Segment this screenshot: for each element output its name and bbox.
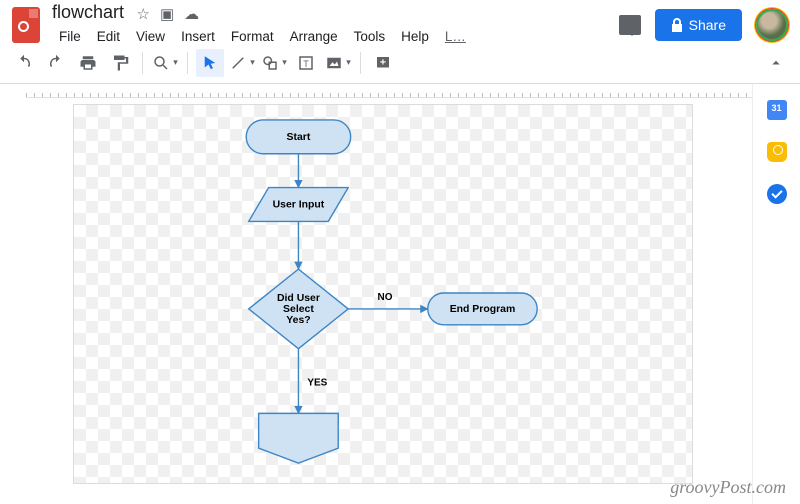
tasks-icon[interactable] <box>767 184 787 204</box>
insert-comment-button[interactable]: + <box>369 49 397 77</box>
node-start[interactable]: Start <box>246 120 350 154</box>
select-tool[interactable] <box>196 49 224 77</box>
node-end[interactable]: End Program <box>428 293 537 325</box>
paint-format-button[interactable] <box>106 49 134 77</box>
flowchart-svg: Start User Input Did UserSelectYes? End Pro… <box>74 105 692 483</box>
svg-text:User Input: User Input <box>273 199 325 210</box>
node-decide[interactable]: Did UserSelectYes? <box>249 269 348 349</box>
print-button[interactable] <box>74 49 102 77</box>
document-title[interactable]: flowchart <box>52 2 124 23</box>
keep-icon[interactable] <box>767 142 787 162</box>
menu-edit[interactable]: Edit <box>90 25 127 48</box>
menu-format[interactable]: Format <box>224 25 281 48</box>
edge-label: YES <box>307 378 327 389</box>
menubar: File Edit View Insert Format Arrange Too… <box>52 25 619 48</box>
workspace: Start User Input Did UserSelectYes? End Pro… <box>0 84 800 504</box>
textbox-tool[interactable]: T <box>292 49 320 77</box>
avatar[interactable] <box>756 9 788 41</box>
image-tool[interactable] <box>324 49 352 77</box>
drawing-canvas[interactable]: Start User Input Did UserSelectYes? End Pro… <box>73 104 693 484</box>
side-panel <box>752 84 800 504</box>
comments-icon[interactable] <box>619 15 641 35</box>
node-process[interactable] <box>259 413 339 463</box>
line-tool[interactable] <box>228 49 256 77</box>
star-icon[interactable]: ☆ <box>136 5 149 23</box>
separator <box>360 52 361 74</box>
app-icon[interactable] <box>12 7 40 43</box>
undo-button[interactable] <box>10 49 38 77</box>
separator <box>187 52 188 74</box>
svg-text:+: + <box>380 56 386 68</box>
menu-file[interactable]: File <box>52 25 88 48</box>
node-input[interactable]: User Input <box>249 188 348 222</box>
svg-text:Did User: Did User <box>277 293 320 304</box>
svg-text:Yes?: Yes? <box>286 315 310 326</box>
shape-tool[interactable] <box>260 49 288 77</box>
svg-text:Select: Select <box>283 304 314 315</box>
title-area: flowchart ☆ ▣ ☁ File Edit View Insert Fo… <box>52 2 619 48</box>
collapse-toolbar-button[interactable] <box>762 49 790 77</box>
separator <box>142 52 143 74</box>
ruler-horizontal <box>26 84 752 98</box>
header: flowchart ☆ ▣ ☁ File Edit View Insert Fo… <box>0 0 800 42</box>
header-right: Share <box>619 9 788 41</box>
svg-text:End Program: End Program <box>450 304 516 315</box>
menu-insert[interactable]: Insert <box>174 25 222 48</box>
calendar-icon[interactable] <box>767 100 787 120</box>
edge-label: NO <box>378 292 393 303</box>
menu-last-edit[interactable]: L… <box>438 25 473 48</box>
svg-text:T: T <box>303 58 309 68</box>
svg-text:Start: Start <box>287 132 311 143</box>
menu-help[interactable]: Help <box>394 25 436 48</box>
move-icon[interactable]: ▣ <box>160 5 174 23</box>
zoom-button[interactable] <box>151 49 179 77</box>
cloud-status-icon: ☁ <box>184 5 199 23</box>
canvas-wrap: Start User Input Did UserSelectYes? End Pro… <box>0 84 752 504</box>
share-button[interactable]: Share <box>655 9 742 41</box>
menu-arrange[interactable]: Arrange <box>283 25 345 48</box>
menu-view[interactable]: View <box>129 25 172 48</box>
redo-button[interactable] <box>42 49 70 77</box>
lock-icon <box>671 18 683 32</box>
toolbar: T + <box>0 42 800 84</box>
share-label: Share <box>689 17 726 33</box>
menu-tools[interactable]: Tools <box>347 25 393 48</box>
